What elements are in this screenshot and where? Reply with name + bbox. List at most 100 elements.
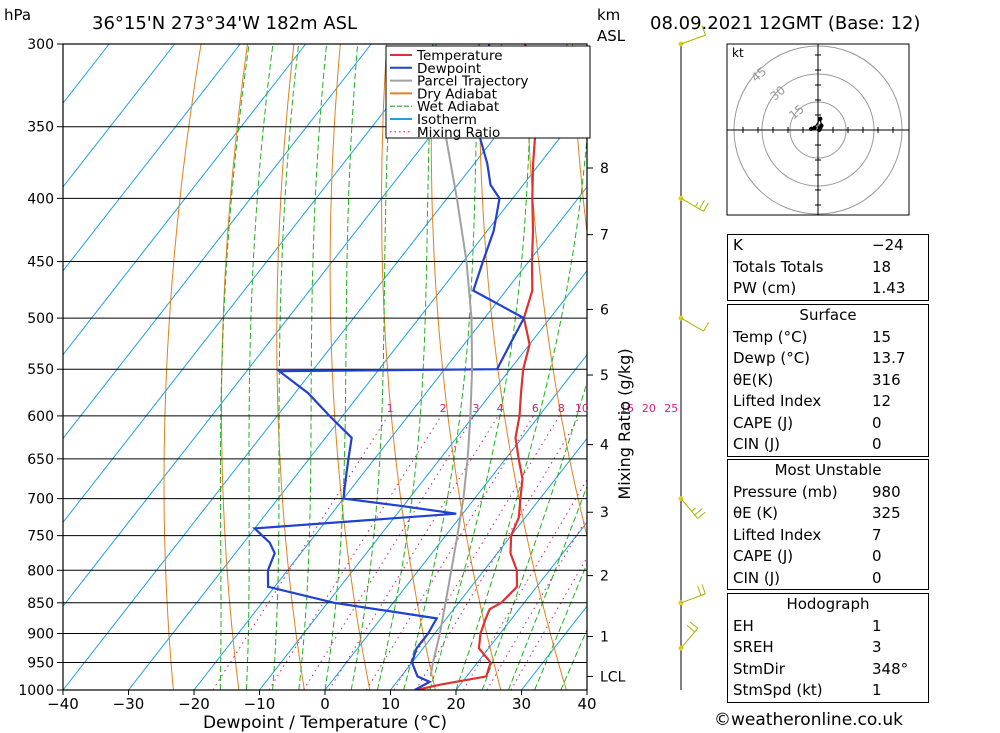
dry-adiabat-line xyxy=(990,44,1000,690)
pressure-tick-label: 950 xyxy=(27,655,54,671)
isotherm-line xyxy=(63,44,372,440)
wind-barb-flag xyxy=(686,625,696,633)
pressure-tick-label: 700 xyxy=(27,492,54,508)
wind-barb-flag xyxy=(691,507,696,512)
temperature-tick-label: −20 xyxy=(178,695,210,713)
mu-pressure-value: 980 xyxy=(872,482,901,501)
temperature-tick-label: 40 xyxy=(577,695,596,713)
dry-adiabat-line xyxy=(571,44,587,237)
mu-cape-value: 0 xyxy=(872,547,882,565)
isotherm-line xyxy=(63,44,307,356)
totals-totals-label: Totals Totals xyxy=(733,257,824,276)
height-tick-label: 6 xyxy=(600,302,609,318)
most-unstable-table: Most Unstable Pressure (mb) 980 θE (K) 325… xyxy=(727,459,929,590)
dry-adiabat-line xyxy=(944,44,1000,690)
isotherm-line xyxy=(259,270,587,690)
credit-text: ©weatheronline.co.uk xyxy=(714,710,904,730)
surface-li-label: Lifted Index xyxy=(733,392,822,410)
hodograph-point xyxy=(819,123,824,128)
hodograph-unit-label: kt xyxy=(732,46,744,60)
surface-cape-value: 0 xyxy=(872,413,882,432)
pressure-unit-label: hPa xyxy=(4,6,31,24)
mixing-ratio-label: 20 xyxy=(642,402,656,415)
dry-adiabat-line xyxy=(221,44,248,690)
x-axis-title: Dewpoint / Temperature (°C) xyxy=(203,713,447,733)
surface-temp-label: Temp (°C) xyxy=(733,327,808,346)
series-layer xyxy=(252,44,537,690)
wind-barb-flag xyxy=(689,621,699,629)
pressure-tick-label: 600 xyxy=(27,409,54,425)
isotherm-line xyxy=(63,44,438,524)
pressure-tick-label: 400 xyxy=(27,191,54,207)
surface-dewp-label: Dewp (°C) xyxy=(733,349,811,367)
height-tick-label: 2 xyxy=(600,569,609,585)
pressure-tick-label: 350 xyxy=(27,120,54,136)
pressure-tick-label: 300 xyxy=(27,37,54,53)
hodograph-stats-title: Hodograph xyxy=(786,595,870,613)
totals-totals-value: 18 xyxy=(872,257,892,276)
hodograph-stats-table: Hodograph EH 1 SREH 3 StmDir 348° StmSpd (k… xyxy=(727,593,929,703)
mu-thetae-value: 325 xyxy=(872,504,901,522)
sreh-label: SREH xyxy=(733,638,774,656)
surface-cape-label: CAPE (J) xyxy=(733,413,794,432)
wind-barb-flag xyxy=(701,25,706,36)
dry-adiabat-line xyxy=(163,44,202,690)
most-unstable-title: Most Unstable xyxy=(774,461,882,479)
wind-barb xyxy=(680,34,706,45)
surface-cin-value: 0 xyxy=(872,435,882,453)
legend-label: Parcel Trajectory xyxy=(417,74,529,90)
mixing-ratio-label: 1 xyxy=(387,402,394,415)
k-index-label: K xyxy=(733,236,743,254)
mixing-ratio-axis-title: Mixing Ratio (g/kg) xyxy=(615,348,634,499)
stmdir-label: StmDir xyxy=(733,659,785,678)
surface-title: Surface xyxy=(799,306,857,324)
mixing-ratio-label: 4 xyxy=(497,402,504,415)
mixing-ratio-line xyxy=(393,415,560,690)
mixing-ratio-line xyxy=(510,556,587,690)
temperature-tick-label: 30 xyxy=(512,695,531,713)
wet-adiabat-line xyxy=(219,44,250,690)
height-tick-label: 7 xyxy=(600,228,609,244)
isobar-lines xyxy=(63,43,587,691)
wind-barb-flag xyxy=(697,511,706,519)
k-index-value: −24 xyxy=(872,236,904,254)
wet-adiabat-line xyxy=(534,562,587,690)
temperature-tick-label: 20 xyxy=(446,695,465,713)
stmspd-value: 1 xyxy=(872,681,882,699)
isotherm-line xyxy=(63,44,569,690)
pressure-tick-label: 750 xyxy=(27,529,54,545)
isotherm-line xyxy=(128,102,587,690)
isotherm-line xyxy=(63,44,176,188)
surface-thetae-label: θE(K) xyxy=(733,370,774,389)
mu-pressure-label: Pressure (mb) xyxy=(733,482,838,501)
wet-adiabat-line xyxy=(245,44,274,690)
pressure-tick-label: 450 xyxy=(27,255,54,271)
pressure-tick-label: 900 xyxy=(27,626,54,642)
temperature-tick-label: 0 xyxy=(320,695,330,713)
wet-adiabat-line xyxy=(272,44,300,690)
axes-layer: 1 2 3 4 6 8 10 16 20 2530035040045050055060065070… xyxy=(18,37,678,713)
pressure-tick-label: 550 xyxy=(27,362,54,378)
wet-adiabat-line xyxy=(376,44,434,690)
temperature-tick-label: 10 xyxy=(381,695,400,713)
mu-li-value: 7 xyxy=(872,525,882,544)
wind-barb-flag xyxy=(694,508,703,516)
pressure-tick-label: 500 xyxy=(27,311,54,327)
stmdir-value: 348° xyxy=(872,659,909,678)
mu-cin-label: CIN (J) xyxy=(733,568,781,587)
eh-value: 1 xyxy=(872,616,882,635)
mixing-ratio-label: 2 xyxy=(440,402,447,415)
isotherm-line xyxy=(193,186,587,690)
dry-adiabat-line xyxy=(381,44,436,690)
legend-label: Isotherm xyxy=(417,112,477,128)
surface-li-value: 12 xyxy=(872,392,892,410)
mixing-ratio-line xyxy=(415,415,581,690)
wet-adiabat-line xyxy=(455,131,587,690)
mixing-ratio-label: 25 xyxy=(664,402,678,415)
wind-barb xyxy=(680,317,704,332)
isotherm-line xyxy=(63,44,503,607)
legend-label: Mixing Ratio xyxy=(417,125,500,141)
pw-value: 1.43 xyxy=(872,279,906,297)
